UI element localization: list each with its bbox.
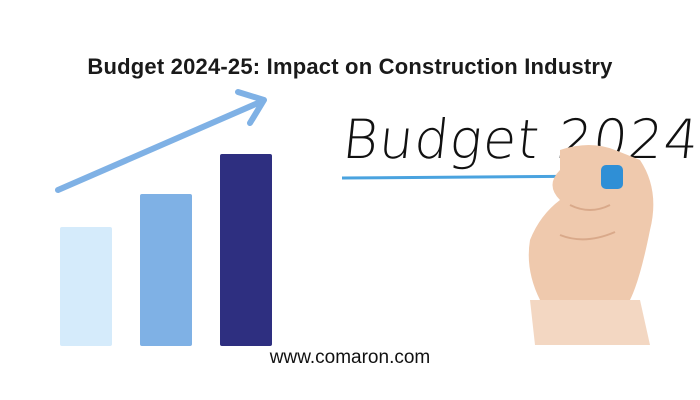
page-title: Budget 2024-25: Impact on Construction I… bbox=[87, 54, 613, 79]
website-url: www.comaron.com bbox=[269, 347, 431, 368]
growth-bar bbox=[220, 154, 272, 346]
growth-bar bbox=[60, 227, 112, 346]
growth-bar bbox=[140, 194, 192, 346]
